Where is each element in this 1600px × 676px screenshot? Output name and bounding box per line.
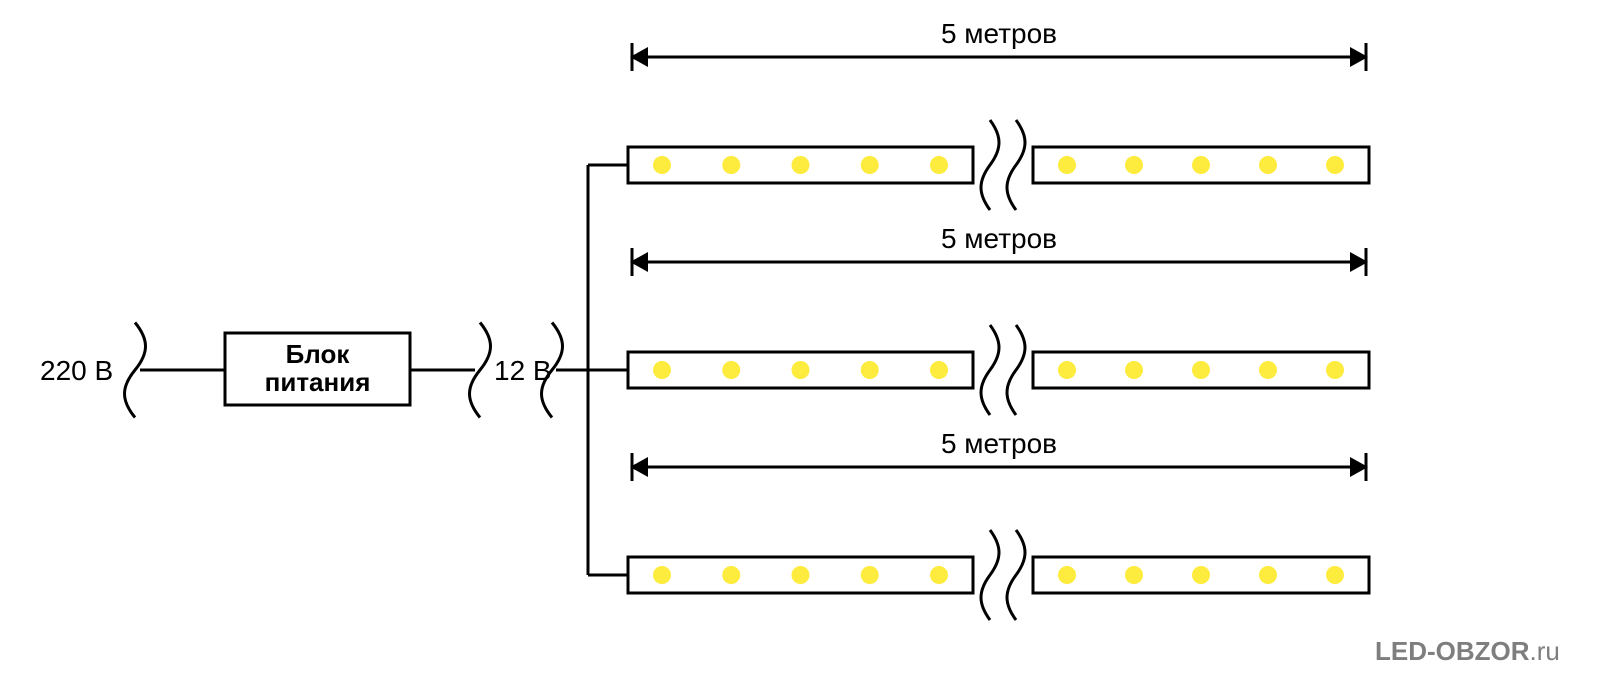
led-dot xyxy=(1326,361,1344,379)
led-dot xyxy=(861,361,879,379)
led-dot xyxy=(1259,361,1277,379)
led-dot xyxy=(1192,156,1210,174)
led-dot xyxy=(1125,156,1143,174)
dimension-label-0: 5 метров xyxy=(941,18,1057,49)
led-dot xyxy=(1058,361,1076,379)
led-dot xyxy=(1058,156,1076,174)
input-voltage-label: 220 В xyxy=(40,355,113,386)
led-dot xyxy=(1058,566,1076,584)
watermark: LED-OBZOR.ru xyxy=(1375,636,1560,666)
led-dot xyxy=(792,566,810,584)
led-dot xyxy=(722,156,740,174)
led-dot xyxy=(930,156,948,174)
led-dot xyxy=(1125,361,1143,379)
led-dot xyxy=(653,566,671,584)
led-dot xyxy=(1259,566,1277,584)
psu-label-line1: Блок xyxy=(286,339,351,369)
led-dot xyxy=(1259,156,1277,174)
led-dot xyxy=(722,361,740,379)
led-dot xyxy=(861,156,879,174)
led-dot xyxy=(1192,566,1210,584)
dimension-label-1: 5 метров xyxy=(941,223,1057,254)
led-dot xyxy=(1326,566,1344,584)
dimension-label-2: 5 метров xyxy=(941,428,1057,459)
led-dot xyxy=(722,566,740,584)
led-dot xyxy=(1125,566,1143,584)
psu-label-line2: питания xyxy=(265,367,371,397)
led-dot xyxy=(861,566,879,584)
led-dot xyxy=(1326,156,1344,174)
led-dot xyxy=(930,566,948,584)
led-dot xyxy=(792,156,810,174)
led-dot xyxy=(1192,361,1210,379)
led-dot xyxy=(930,361,948,379)
led-dot xyxy=(653,361,671,379)
led-dot xyxy=(792,361,810,379)
led-dot xyxy=(653,156,671,174)
